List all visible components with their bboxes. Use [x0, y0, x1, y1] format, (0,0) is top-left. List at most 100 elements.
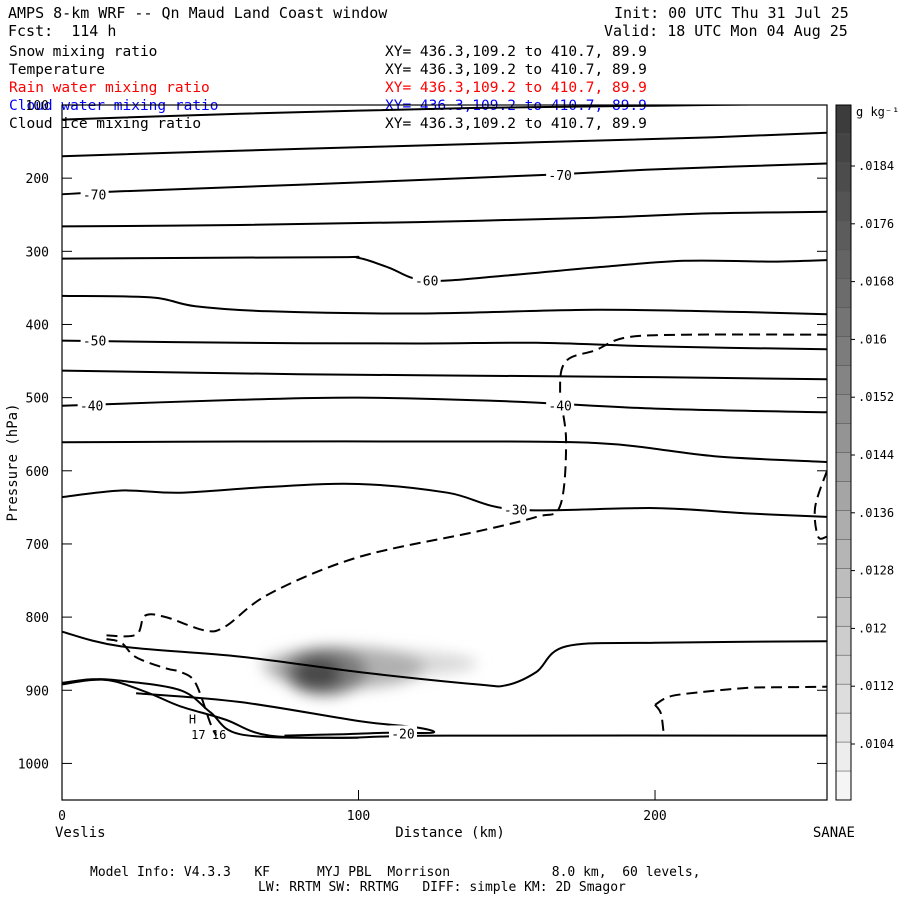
init-time: Init: 00 UTC Thu 31 Jul 25 [614, 4, 849, 22]
colorbar-tick-label: .0104 [858, 737, 894, 751]
colorbar-tick-label: .0152 [858, 390, 894, 404]
colorbar-frame [835, 104, 852, 801]
y-axis-title: Pressure (hPa) [5, 403, 21, 521]
colorbar-cell [836, 394, 851, 424]
colorbar-cell [836, 742, 851, 772]
colorbar-tick-label: .0168 [858, 275, 894, 289]
annotation-label: 16 [212, 728, 226, 742]
y-tick-label: 200 [26, 172, 49, 187]
colorbar-tick-label: .0112 [858, 679, 894, 693]
contour-label-bg [501, 501, 530, 517]
model-info: Model Info: V4.3.3 KF MYJ PBL Morrison 8… [90, 865, 701, 880]
x-tick-label: 100 [347, 809, 370, 824]
isotherm-line [62, 255, 827, 282]
isotherm-line [62, 369, 827, 381]
colorbar-tick-label: .016 [858, 332, 887, 346]
colorbar-tick-label: .0128 [858, 564, 894, 578]
colorbar-cell [836, 452, 851, 482]
colorbar-cell [836, 597, 851, 627]
colorbar-cell [836, 220, 851, 251]
snow-shade-core [293, 657, 342, 690]
isotherm-line [62, 440, 827, 463]
field-name: Snow mixing ratio [9, 44, 158, 60]
isotherm-line [62, 630, 827, 688]
isotherm-line [62, 678, 359, 739]
contour-label-bg [546, 397, 575, 413]
contour-label-bg [80, 186, 109, 202]
isotherm-line [136, 692, 436, 737]
y-tick-label: 700 [26, 538, 49, 553]
chart-title: AMPS 8-km WRF -- Qn Maud Land Coast wind… [8, 4, 388, 22]
colorbar-unit: g kg⁻¹ [856, 105, 899, 119]
y-tick-label: 300 [26, 245, 49, 260]
isotherm-group [62, 105, 827, 739]
x-axis-title: Distance (km) [395, 825, 505, 841]
colorbar-cell [836, 771, 851, 801]
colorbar-cell [836, 105, 851, 135]
colorbar-cell [836, 713, 851, 743]
colorbar-tick-label: .0136 [858, 506, 894, 520]
cloud-ice-contour [654, 704, 665, 736]
contour-label: -40 [548, 400, 571, 415]
colorbar-tick-label: .012 [858, 621, 887, 635]
colorbar-cell [836, 249, 851, 280]
forecast-hour: Fcst: 114 h [8, 22, 117, 40]
isotherm-line [62, 396, 827, 414]
colorbar-cell [836, 684, 851, 714]
colorbar-tick-label: .0144 [858, 448, 894, 462]
colorbar-cell [836, 626, 851, 656]
colorbar-cell [836, 655, 851, 685]
field-name: Cloud water mixing ratio [9, 98, 219, 114]
field-name: Temperature [9, 62, 106, 78]
isotherm-line [62, 210, 827, 228]
contour-label: -50 [83, 335, 106, 350]
x-tick-label: 200 [643, 809, 666, 824]
colorbar-cell [836, 539, 851, 569]
x-left-label: Veslis [55, 825, 106, 841]
field-xy-range: XY= 436.3,109.2 to 410.7, 89.9 [385, 44, 647, 60]
contour-label: -70 [83, 188, 106, 203]
isotherm-line [62, 339, 827, 351]
cloud-ice-contour [106, 333, 827, 638]
plot-frame [61, 104, 828, 801]
model-physics: LW: RRTM SW: RRTMG DIFF: simple KM: 2D S… [258, 880, 626, 895]
y-tick-label: 800 [26, 611, 49, 626]
contour-label: -30 [504, 504, 527, 519]
colorbar-cell [836, 481, 851, 511]
colorbar-cell [836, 278, 851, 309]
colorbar-cell [836, 568, 851, 598]
isotherm-line [62, 482, 827, 518]
x-tick-label: 0 [58, 809, 66, 824]
annotation-label: 17 [191, 728, 205, 742]
y-tick-label: 900 [26, 684, 49, 699]
colorbar-cell [836, 365, 851, 395]
isotherm-line [62, 131, 827, 158]
isotherm-line [62, 105, 790, 121]
y-tick-label: 100 [26, 99, 49, 114]
y-tick-label: 500 [26, 392, 49, 407]
y-tick-label: 1000 [18, 757, 49, 772]
isotherm-line [62, 294, 827, 316]
contour-label-bg [388, 725, 417, 741]
colorbar-tick-label: .0184 [858, 159, 894, 173]
isotherm-line [62, 162, 827, 196]
contour-label-bg [412, 272, 441, 288]
colorbar-cell [836, 307, 851, 337]
x-right-label: SANAE [813, 825, 855, 841]
valid-time: Valid: 18 UTC Mon 04 Aug 25 [604, 22, 848, 40]
field-xy-range: XY= 436.3,109.2 to 410.7, 89.9 [385, 116, 647, 132]
field-xy-range: XY= 436.3,109.2 to 410.7, 89.9 [385, 80, 647, 96]
y-tick-label: 600 [26, 465, 49, 480]
cloud-ice-contour [654, 684, 827, 706]
isotherm-line [62, 678, 827, 739]
contour-label: -70 [548, 169, 571, 184]
colorbar-cell [836, 133, 851, 164]
contour-label-bg [80, 332, 109, 348]
contour-label: -60 [415, 275, 438, 290]
field-name: Rain water mixing ratio [9, 80, 210, 96]
cloud-ice-contour [813, 470, 827, 540]
colorbar-cell [836, 191, 851, 222]
colorbar-cell [836, 162, 851, 193]
contour-label-bg [77, 397, 106, 413]
